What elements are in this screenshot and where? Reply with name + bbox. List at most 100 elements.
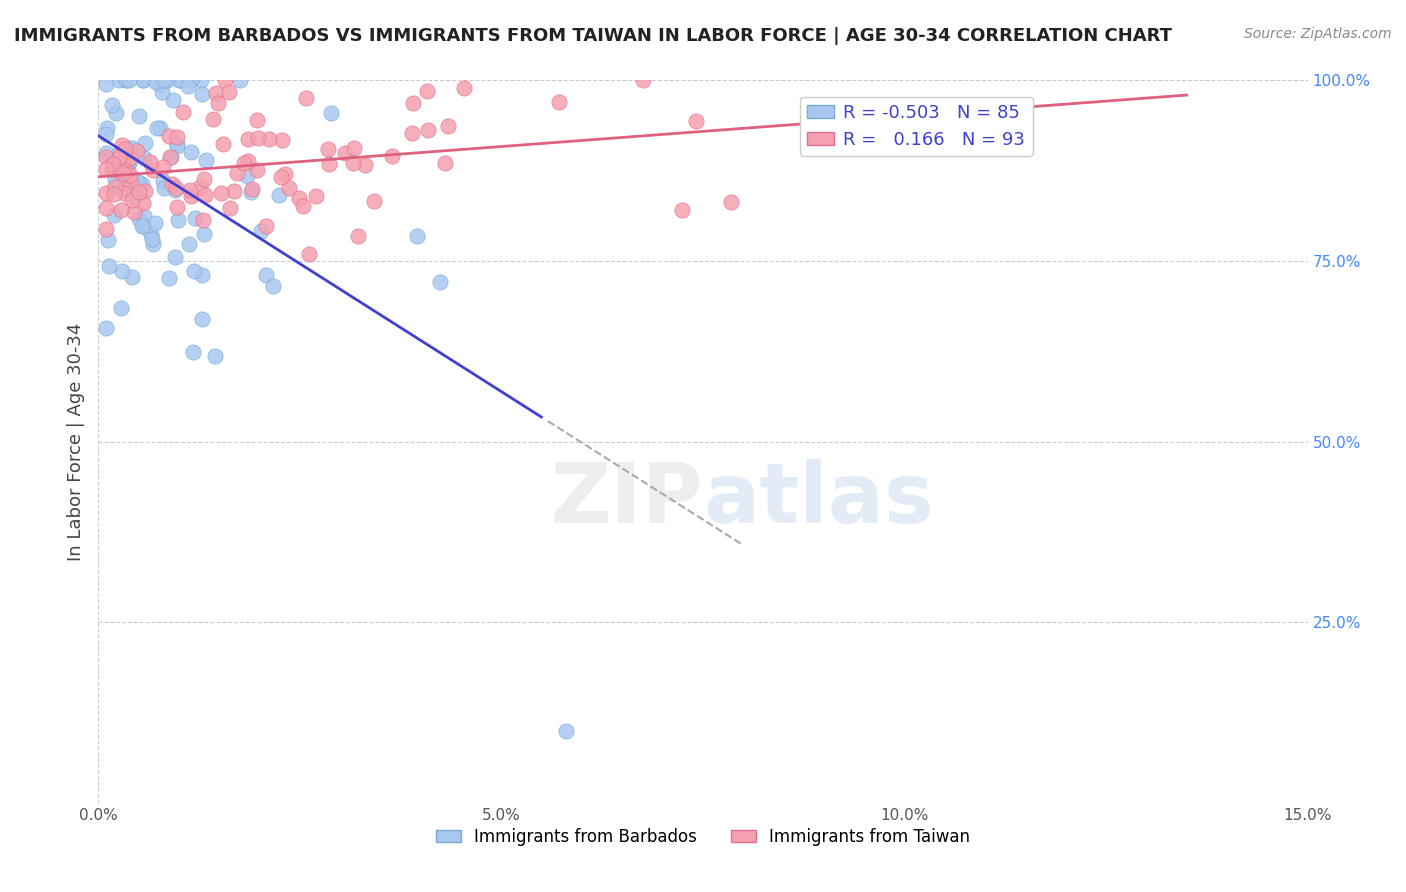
Immigrants from Taiwan bbox=[433, 156, 456, 170]
Immigrants from Barbados bbox=[104, 172, 127, 186]
Immigrants from Barbados bbox=[183, 263, 205, 277]
Immigrants from Taiwan bbox=[124, 205, 146, 219]
Immigrants from Barbados bbox=[118, 156, 141, 170]
Immigrants from Taiwan bbox=[342, 156, 364, 170]
Immigrants from Barbados bbox=[249, 224, 271, 238]
Immigrants from Barbados bbox=[162, 93, 184, 107]
Immigrants from Taiwan bbox=[294, 91, 316, 105]
Immigrants from Taiwan bbox=[193, 172, 215, 186]
Immigrants from Barbados bbox=[132, 219, 155, 234]
Immigrants from Taiwan bbox=[138, 155, 160, 169]
Immigrants from Taiwan bbox=[257, 132, 280, 146]
Immigrants from Taiwan bbox=[343, 141, 366, 155]
Immigrants from Taiwan bbox=[202, 112, 225, 126]
Immigrants from Barbados bbox=[149, 120, 172, 135]
Immigrants from Taiwan bbox=[453, 80, 475, 95]
Immigrants from Taiwan bbox=[218, 202, 240, 216]
Immigrants from Barbados bbox=[132, 73, 155, 87]
Immigrants from Barbados bbox=[193, 227, 215, 241]
Immigrants from Barbados bbox=[156, 73, 179, 87]
Immigrants from Barbados bbox=[160, 150, 183, 164]
Immigrants from Taiwan bbox=[165, 181, 187, 195]
Immigrants from Taiwan bbox=[142, 163, 165, 178]
Immigrants from Taiwan bbox=[160, 177, 183, 191]
Immigrants from Barbados bbox=[114, 73, 136, 87]
Immigrants from Barbados bbox=[104, 106, 127, 120]
Immigrants from Barbados bbox=[177, 237, 200, 252]
Immigrants from Taiwan bbox=[180, 188, 202, 202]
Immigrants from Taiwan bbox=[179, 183, 201, 197]
Immigrants from Taiwan bbox=[118, 168, 141, 182]
Immigrants from Barbados bbox=[132, 73, 155, 87]
Immigrants from Barbados bbox=[96, 120, 118, 135]
Immigrants from Taiwan bbox=[236, 132, 259, 146]
Immigrants from Taiwan bbox=[270, 169, 292, 184]
Immigrants from Taiwan bbox=[104, 180, 127, 194]
Immigrants from Barbados bbox=[159, 271, 181, 285]
Immigrants from Taiwan bbox=[207, 95, 229, 110]
Immigrants from Taiwan bbox=[120, 150, 142, 164]
Immigrants from Barbados bbox=[121, 269, 143, 284]
Immigrants from Barbados bbox=[134, 136, 156, 151]
Immigrants from Taiwan bbox=[298, 246, 321, 260]
Immigrants from Taiwan bbox=[363, 194, 385, 209]
Immigrants from Taiwan bbox=[120, 177, 142, 191]
Immigrants from Barbados bbox=[121, 141, 143, 155]
Immigrants from Barbados bbox=[204, 349, 226, 363]
Immigrants from Taiwan bbox=[381, 149, 404, 163]
Immigrants from Taiwan bbox=[111, 137, 134, 152]
Immigrants from Taiwan bbox=[107, 150, 129, 164]
Immigrants from Taiwan bbox=[114, 142, 136, 156]
Immigrants from Taiwan bbox=[277, 181, 299, 195]
Immigrants from Taiwan bbox=[157, 129, 180, 144]
Immigrants from Barbados bbox=[267, 187, 290, 202]
Immigrants from Barbados bbox=[183, 344, 205, 359]
Immigrants from Barbados bbox=[167, 213, 190, 227]
Immigrants from Barbados bbox=[262, 278, 284, 293]
Immigrants from Barbados bbox=[152, 173, 174, 187]
Immigrants from Taiwan bbox=[96, 201, 118, 215]
Immigrants from Taiwan bbox=[254, 219, 277, 233]
Immigrants from Taiwan bbox=[166, 129, 188, 144]
Immigrants from Taiwan bbox=[114, 182, 136, 196]
Immigrants from Taiwan bbox=[240, 181, 263, 195]
Immigrants from Taiwan bbox=[166, 200, 188, 214]
Immigrants from Taiwan bbox=[354, 158, 377, 172]
Immigrants from Barbados bbox=[166, 137, 188, 152]
Immigrants from Barbados bbox=[96, 146, 118, 161]
Immigrants from Barbados bbox=[117, 155, 139, 169]
Immigrants from Taiwan bbox=[172, 105, 194, 120]
Immigrants from Barbados bbox=[97, 233, 120, 247]
Immigrants from Taiwan bbox=[127, 144, 149, 158]
Immigrants from Taiwan bbox=[110, 203, 132, 218]
Immigrants from Taiwan bbox=[96, 162, 118, 177]
Immigrants from Taiwan bbox=[128, 186, 150, 200]
Immigrants from Taiwan bbox=[246, 131, 269, 145]
Immigrants from Taiwan bbox=[225, 166, 247, 180]
Immigrants from Taiwan bbox=[112, 166, 135, 180]
Immigrants from Barbados bbox=[141, 227, 163, 242]
Immigrants from Taiwan bbox=[218, 85, 240, 99]
Immigrants from Barbados bbox=[103, 208, 125, 222]
Immigrants from Taiwan bbox=[274, 167, 297, 181]
Immigrants from Taiwan bbox=[232, 155, 254, 169]
Text: atlas: atlas bbox=[703, 458, 934, 540]
Immigrants from Taiwan bbox=[112, 153, 135, 168]
Immigrants from Barbados bbox=[240, 185, 263, 199]
Immigrants from Barbados bbox=[115, 73, 138, 87]
Immigrants from Taiwan bbox=[246, 112, 269, 127]
Immigrants from Barbados bbox=[108, 73, 131, 87]
Immigrants from Barbados bbox=[228, 73, 250, 87]
Immigrants from Barbados bbox=[141, 232, 163, 246]
Immigrants from Barbados bbox=[180, 73, 202, 87]
Immigrants from Barbados bbox=[127, 175, 149, 189]
Immigrants from Barbados bbox=[191, 87, 214, 102]
Immigrants from Taiwan bbox=[96, 222, 118, 236]
Immigrants from Taiwan bbox=[246, 162, 269, 177]
Immigrants from Taiwan bbox=[305, 189, 328, 203]
Immigrants from Taiwan bbox=[685, 114, 707, 128]
Immigrants from Barbados bbox=[132, 210, 155, 224]
Immigrants from Barbados bbox=[406, 229, 429, 244]
Immigrants from Barbados bbox=[163, 250, 186, 264]
Y-axis label: In Labor Force | Age 30-34: In Labor Force | Age 30-34 bbox=[66, 322, 84, 561]
